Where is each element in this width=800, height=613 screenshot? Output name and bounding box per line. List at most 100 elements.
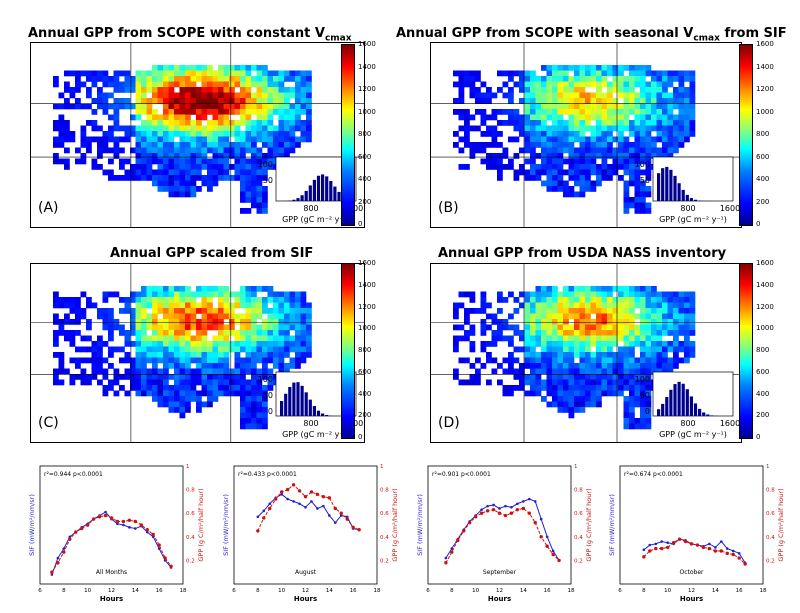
map-cell <box>179 335 186 342</box>
map-cell <box>574 330 580 336</box>
map-cell <box>524 125 531 132</box>
map-cell <box>229 81 235 88</box>
map-cell <box>113 291 120 298</box>
map-cell <box>190 92 197 99</box>
map-cell <box>486 131 492 137</box>
map-cell <box>480 319 487 325</box>
map-cell <box>80 136 87 143</box>
map-cell <box>524 120 531 126</box>
map-cell <box>530 169 536 176</box>
map-cell <box>152 330 158 336</box>
map-cell <box>656 103 663 110</box>
map-cell <box>223 308 230 314</box>
map-cell <box>579 147 586 154</box>
map-cell <box>453 142 459 148</box>
map-cell <box>508 120 514 126</box>
map-cell <box>278 335 285 342</box>
histogram-bar <box>665 397 669 416</box>
map-cell <box>662 103 668 110</box>
map-cell <box>590 186 597 192</box>
map-cell <box>623 357 630 364</box>
map-cell <box>289 103 296 110</box>
map-cell <box>535 87 542 93</box>
map-cell <box>295 302 301 309</box>
map-cell <box>141 147 147 154</box>
map-cell <box>157 401 164 408</box>
map-cell <box>574 131 580 137</box>
map-cell <box>251 401 257 408</box>
map-cell <box>212 120 219 126</box>
map-cell <box>102 291 109 298</box>
map-cell <box>535 379 542 386</box>
map-cell <box>574 109 580 115</box>
map-cell <box>223 98 230 104</box>
sif-point <box>116 522 119 526</box>
map-cell <box>469 87 476 93</box>
map-cell <box>557 319 564 325</box>
gpp-point <box>321 494 326 499</box>
map-cell <box>513 125 520 132</box>
map-cell <box>64 147 70 154</box>
map-cell <box>185 313 191 320</box>
map-cell <box>245 186 252 192</box>
map-cell <box>475 368 481 375</box>
map-cell <box>667 114 674 121</box>
map-cell <box>251 352 257 358</box>
map-cell <box>251 180 257 187</box>
map-cell <box>546 158 553 165</box>
map-cell <box>146 291 153 298</box>
map-cell <box>607 302 613 309</box>
map-cell <box>656 109 663 115</box>
map-cell <box>223 379 230 386</box>
map-cell <box>179 180 186 187</box>
map-cell <box>174 153 180 159</box>
map-cell <box>141 357 147 364</box>
map-cell <box>91 352 98 358</box>
map-cell <box>300 297 307 303</box>
map-cell <box>579 313 586 320</box>
map-cell <box>563 98 569 104</box>
map-cell <box>262 197 268 203</box>
map-cell <box>135 319 142 325</box>
map-cell <box>469 363 476 369</box>
map-cell <box>234 302 241 309</box>
map-cell <box>190 368 197 375</box>
map-cell <box>97 335 103 342</box>
map-cell <box>300 92 307 99</box>
map-cell <box>113 175 120 181</box>
map-cell <box>185 142 191 148</box>
gpp-point <box>713 549 718 553</box>
map-cell <box>108 352 114 358</box>
x-tick-label: 14 <box>712 588 719 594</box>
map-cell <box>623 412 630 419</box>
map-cell <box>190 70 197 77</box>
map-cell <box>502 153 509 159</box>
map-cell <box>185 346 191 353</box>
map-cell <box>656 70 663 77</box>
map-cell <box>557 131 564 137</box>
map-cell <box>579 335 586 342</box>
map-cell <box>684 114 690 121</box>
x-axis-label: Hours <box>294 595 317 603</box>
map-cell <box>557 142 564 148</box>
map-cell <box>497 164 503 170</box>
map-cell <box>108 169 114 176</box>
map-cell <box>585 286 591 292</box>
map-cell <box>152 286 158 292</box>
map-cell <box>546 379 553 386</box>
map-cell <box>157 180 164 187</box>
map-cell <box>75 313 81 320</box>
map-cell <box>212 136 219 143</box>
histogram-bar <box>292 199 296 201</box>
map-cell <box>480 109 487 115</box>
map-cell <box>53 142 59 148</box>
map-cell <box>141 324 147 331</box>
map-cell <box>185 341 191 347</box>
map-cell <box>618 346 624 353</box>
map-cell <box>546 103 553 110</box>
map-cell <box>113 109 120 115</box>
map-cell <box>273 302 279 309</box>
map-cell <box>623 158 630 165</box>
map-cell <box>640 103 646 110</box>
map-cell <box>267 286 274 292</box>
